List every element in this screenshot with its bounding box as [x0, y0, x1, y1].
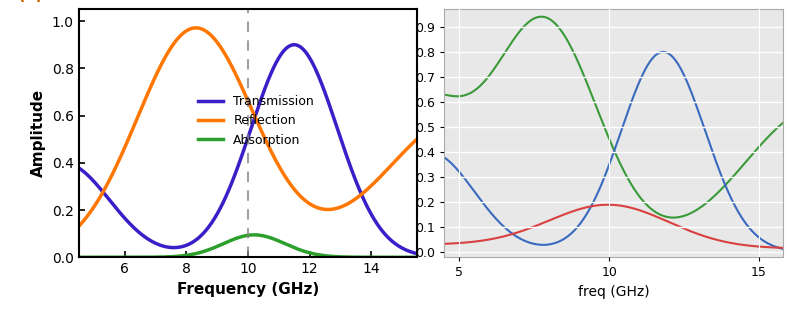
Absorption [135, 255, 145, 259]
Absorption [249, 233, 259, 237]
Reflection [422, 129, 431, 133]
Transmission [231, 170, 241, 173]
Transmission [135, 232, 145, 235]
Transmission [422, 254, 431, 257]
Absorption [307, 251, 316, 255]
Text: (a): (a) [18, 0, 44, 4]
Absorption [279, 241, 289, 245]
Transmission [74, 166, 83, 170]
Transmission [279, 49, 288, 53]
Line: Absorption: Absorption [79, 235, 427, 257]
Reflection [164, 50, 173, 54]
Legend: Transmission, Reflection, Absorption: Transmission, Reflection, Absorption [194, 90, 319, 152]
Reflection [232, 74, 242, 78]
Absorption [74, 255, 83, 259]
Absorption [164, 255, 173, 259]
Reflection [74, 224, 83, 228]
Reflection [307, 203, 316, 207]
Absorption [231, 237, 241, 240]
Transmission [290, 43, 299, 46]
Transmission [307, 60, 316, 63]
Absorption [422, 255, 431, 259]
Reflection [135, 109, 145, 113]
X-axis label: freq (GHz): freq (GHz) [578, 285, 649, 299]
Reflection [279, 173, 289, 177]
Absorption [337, 255, 346, 259]
Transmission [337, 138, 346, 142]
Reflection [337, 205, 346, 209]
Reflection [191, 26, 201, 30]
Transmission [164, 245, 173, 249]
Y-axis label: Amplitude: Amplitude [31, 89, 46, 177]
Line: Transmission: Transmission [79, 45, 427, 255]
X-axis label: Frequency (GHz): Frequency (GHz) [177, 282, 320, 297]
Line: Reflection: Reflection [79, 28, 427, 226]
